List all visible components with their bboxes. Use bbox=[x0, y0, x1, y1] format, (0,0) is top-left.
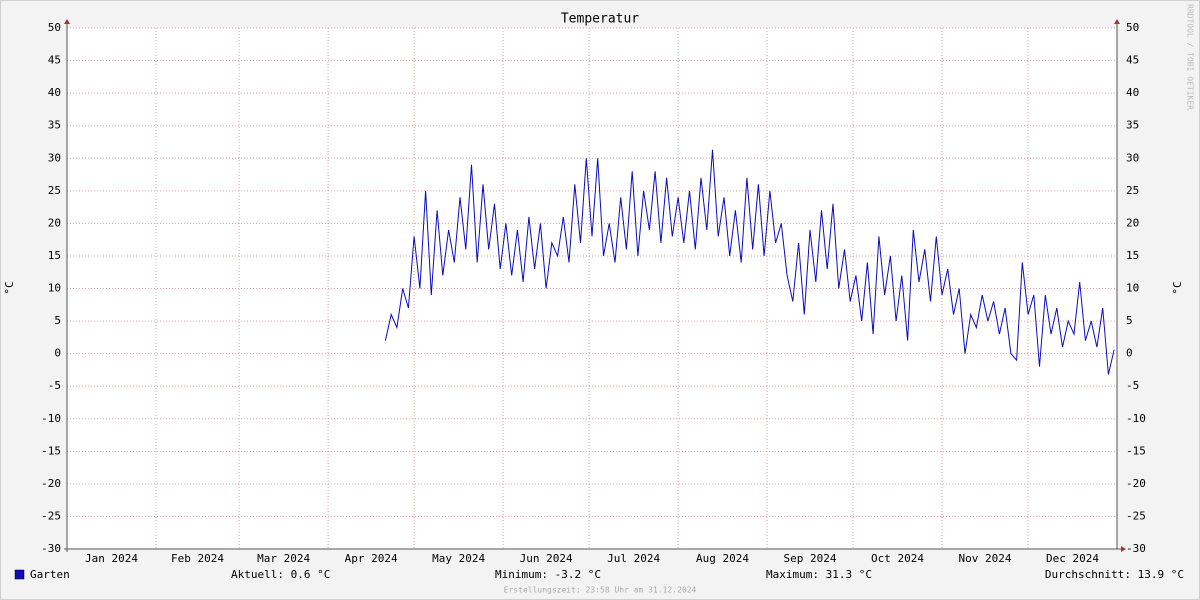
y-tick-label: 20 bbox=[48, 216, 61, 229]
watermark: RRDTOOL / TOBI OETIKER bbox=[1186, 4, 1195, 110]
y-tick-label: 10 bbox=[48, 282, 61, 295]
y2-tick-label: 10 bbox=[1126, 282, 1139, 295]
legend-stat: Durchschnitt: 13.9 °C bbox=[1045, 568, 1184, 581]
axis-arrow bbox=[64, 19, 70, 24]
legend-label: Garten bbox=[30, 568, 70, 581]
chart-title: Temperatur bbox=[561, 12, 639, 27]
y-tick-label: 5 bbox=[54, 314, 61, 327]
y-tick-label: 50 bbox=[48, 21, 61, 34]
y-tick-label: 30 bbox=[48, 151, 61, 164]
x-tick-label: Oct 2024 bbox=[871, 552, 924, 565]
x-tick-label: May 2024 bbox=[432, 552, 485, 565]
y-tick-label: -10 bbox=[41, 412, 61, 425]
y2-tick-label: -25 bbox=[1126, 509, 1146, 522]
x-tick-label: Sep 2024 bbox=[784, 552, 837, 565]
y2-tick-label: -10 bbox=[1126, 412, 1146, 425]
y2-tick-label: -15 bbox=[1126, 444, 1146, 457]
x-tick-label: Nov 2024 bbox=[959, 552, 1012, 565]
x-tick-label: Apr 2024 bbox=[345, 552, 398, 565]
y-tick-label: 40 bbox=[48, 86, 61, 99]
legend-stat: Aktuell: 0.6 °C bbox=[231, 568, 330, 581]
y-tick-label: 25 bbox=[48, 184, 61, 197]
y2-tick-label: 20 bbox=[1126, 216, 1139, 229]
x-tick-label: Feb 2024 bbox=[171, 552, 224, 565]
y2-tick-label: 0 bbox=[1126, 347, 1133, 360]
y2-tick-label: 50 bbox=[1126, 21, 1139, 34]
x-tick-label: Jan 2024 bbox=[85, 552, 138, 565]
x-tick-label: Jul 2024 bbox=[607, 552, 660, 565]
y-tick-label: -15 bbox=[41, 444, 61, 457]
y2-tick-label: 5 bbox=[1126, 314, 1133, 327]
footer: Erstellungszeit: 23:58 Uhr am 31.12.2024 bbox=[504, 586, 697, 595]
y-tick-label: 0 bbox=[54, 347, 61, 360]
y-tick-label: 45 bbox=[48, 54, 61, 67]
x-tick-label: Aug 2024 bbox=[696, 552, 749, 565]
y-tick-label: -25 bbox=[41, 509, 61, 522]
y2-tick-label: 25 bbox=[1126, 184, 1139, 197]
y2-tick-label: -30 bbox=[1126, 542, 1146, 555]
y-tick-label: -20 bbox=[41, 477, 61, 490]
y2-tick-label: 35 bbox=[1126, 119, 1139, 132]
axis-arrow bbox=[1114, 19, 1120, 24]
y2-tick-label: -5 bbox=[1126, 379, 1139, 392]
legend-stat: Maximum: 31.3 °C bbox=[766, 568, 872, 581]
legend-stat: Minimum: -3.2 °C bbox=[495, 568, 601, 581]
y2-axis-label: °C bbox=[1171, 281, 1184, 294]
y-tick-label: -5 bbox=[48, 379, 61, 392]
y-tick-label: 15 bbox=[48, 249, 61, 262]
x-tick-label: Dec 2024 bbox=[1046, 552, 1099, 565]
x-tick-label: Mar 2024 bbox=[257, 552, 310, 565]
y2-tick-label: 30 bbox=[1126, 151, 1139, 164]
legend-swatch bbox=[14, 569, 25, 580]
y2-tick-label: -20 bbox=[1126, 477, 1146, 490]
y2-tick-label: 15 bbox=[1126, 249, 1139, 262]
x-tick-label: Jun 2024 bbox=[520, 552, 573, 565]
y2-tick-label: 40 bbox=[1126, 86, 1139, 99]
y-tick-label: -30 bbox=[41, 542, 61, 555]
y2-tick-label: 45 bbox=[1126, 54, 1139, 67]
y-tick-label: 35 bbox=[48, 119, 61, 132]
y-axis-label: °C bbox=[3, 281, 16, 294]
series-line bbox=[384, 149, 1115, 375]
axis-arrow bbox=[1121, 546, 1126, 552]
